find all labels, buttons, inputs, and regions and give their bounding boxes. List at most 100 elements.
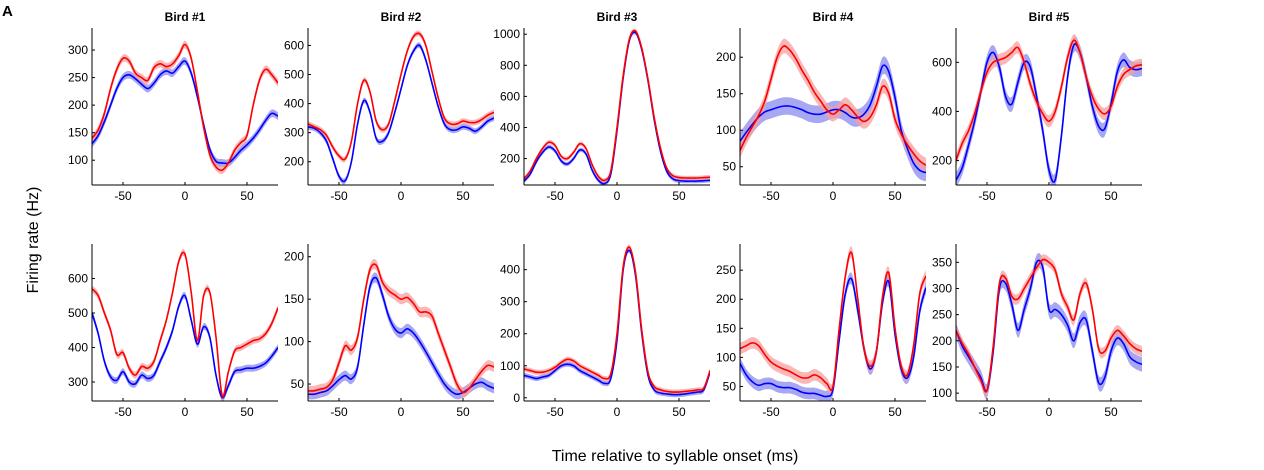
subplot-grid: Bird #1 -50 0 50 100 150 200 250 300 Bird #2 -50 0 5… (68, 10, 1142, 419)
x-tick-label: 0 (830, 405, 837, 419)
subplot-title: Bird #1 (165, 10, 206, 24)
y-tick-label: 300 (284, 126, 304, 140)
red-sem-band (956, 34, 1142, 167)
x-tick-label: -50 (978, 189, 996, 203)
y-tick-label: 600 (68, 272, 88, 286)
plot-area (740, 246, 926, 401)
y-tick-label: 100 (284, 335, 304, 349)
blue-sem-band (308, 272, 494, 400)
blue-sem-band (524, 247, 710, 398)
red-sem-band (308, 30, 494, 163)
x-tick-label: 50 (888, 189, 902, 203)
y-tick-label: 200 (716, 292, 736, 306)
subplot-title: Bird #3 (597, 10, 638, 24)
plot-area (956, 34, 1142, 185)
subplot: Bird #4 -50 0 50 50 100 150 200 (716, 10, 926, 203)
red-sem-band (92, 40, 278, 175)
x-tick-label: 0 (1046, 405, 1053, 419)
x-tick-label: 0 (614, 405, 621, 419)
y-tick-label: 100 (932, 386, 952, 400)
x-tick-label: -50 (546, 189, 564, 203)
x-tick-label: -50 (762, 405, 780, 419)
y-tick-label: 400 (932, 104, 952, 118)
x-tick-label: -50 (114, 405, 132, 419)
red-sem-band (956, 254, 1142, 398)
x-tick-label: 50 (456, 405, 470, 419)
red-series-line (524, 29, 710, 182)
y-tick-label: 150 (932, 360, 952, 374)
y-tick-label: 150 (716, 87, 736, 101)
y-tick-label: 100 (500, 359, 520, 373)
blue-series-line (524, 249, 710, 396)
y-tick-label: 600 (932, 55, 952, 69)
x-tick-label: 0 (398, 189, 405, 203)
y-axis-label: Firing rate (Hz) (25, 187, 42, 294)
y-tick-label: 1000 (493, 27, 520, 41)
y-tick-label: 50 (723, 160, 737, 174)
plot-area (524, 28, 710, 185)
plot-area (308, 259, 494, 400)
plot-area (956, 253, 1142, 399)
x-tick-label: 50 (240, 189, 254, 203)
x-tick-label: 0 (830, 189, 837, 203)
x-tick-label: 0 (398, 405, 405, 419)
y-tick-label: 100 (716, 350, 736, 364)
blue-sem-band (956, 253, 1142, 399)
subplot-title: Bird #5 (1029, 10, 1070, 24)
red-series-line (956, 258, 1142, 393)
blue-sem-band (92, 57, 278, 168)
blue-series-line (740, 64, 926, 174)
subplot: Bird #2 -50 0 50 200 300 400 500 600 (284, 10, 494, 203)
y-tick-label: 300 (68, 375, 88, 389)
x-axis-label: Time relative to syllable onset (ms) (552, 448, 799, 465)
plot-area (92, 248, 278, 401)
y-tick-label: 400 (500, 263, 520, 277)
x-tick-label: -50 (330, 405, 348, 419)
subplot: -50 0 50 0 100 200 300 400 (500, 244, 710, 419)
y-tick-label: 200 (932, 153, 952, 167)
subplot: -50 0 50 300 400 500 600 (68, 244, 278, 419)
y-tick-label: 150 (68, 126, 88, 140)
y-tick-label: 100 (716, 123, 736, 137)
plot-area (740, 38, 926, 182)
subplot: Bird #5 -50 0 50 200 400 600 (932, 10, 1142, 203)
y-tick-label: 200 (500, 327, 520, 341)
y-tick-label: 200 (68, 98, 88, 112)
subplot-title: Bird #4 (813, 10, 854, 24)
x-tick-label: 0 (614, 189, 621, 203)
y-tick-label: 250 (716, 263, 736, 277)
blue-series-line (92, 294, 278, 399)
red-series-line (524, 246, 710, 393)
x-tick-label: -50 (978, 405, 996, 419)
subplot-title: Bird #2 (381, 10, 422, 24)
red-sem-band (524, 244, 710, 395)
blue-sem-band (524, 29, 710, 185)
x-tick-label: 50 (888, 405, 902, 419)
y-tick-label: 200 (500, 152, 520, 166)
red-series-line (740, 251, 926, 391)
y-tick-label: 200 (932, 334, 952, 348)
blue-sem-band (92, 291, 278, 401)
x-tick-label: 50 (672, 405, 686, 419)
y-tick-label: 500 (68, 306, 88, 320)
subplot: Bird #1 -50 0 50 100 150 200 250 300 (68, 10, 278, 203)
y-tick-label: 100 (68, 153, 88, 167)
red-sem-band (740, 246, 926, 396)
red-series-line (92, 43, 278, 172)
subplot: -50 0 50 100 150 200 250 300 350 (932, 244, 1142, 419)
y-tick-label: 400 (284, 97, 304, 111)
x-tick-label: 50 (1104, 405, 1118, 419)
x-tick-label: 0 (182, 189, 189, 203)
plot-area (92, 40, 278, 175)
red-series-line (740, 45, 926, 166)
y-tick-label: 150 (716, 321, 736, 335)
red-sem-band (524, 28, 710, 183)
x-tick-label: -50 (114, 189, 132, 203)
y-tick-label: 0 (513, 391, 520, 405)
x-tick-label: 0 (182, 405, 189, 419)
red-series-line (956, 39, 1142, 161)
x-tick-label: 0 (1046, 189, 1053, 203)
blue-series-line (92, 60, 278, 165)
x-tick-label: -50 (546, 405, 564, 419)
